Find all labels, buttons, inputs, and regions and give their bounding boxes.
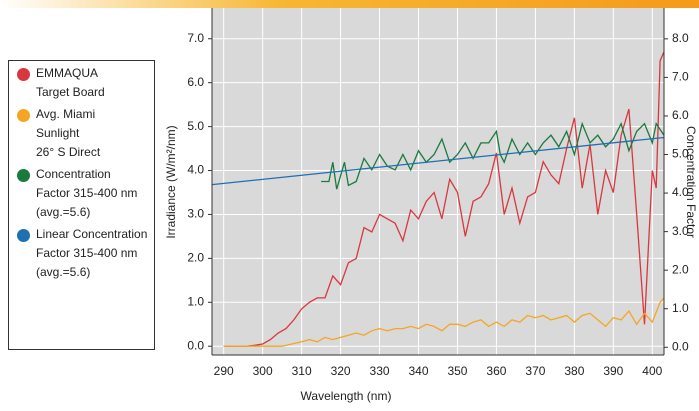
y2-tick-label: 3.0 bbox=[672, 224, 689, 238]
legend-swatch bbox=[17, 109, 30, 122]
x-tick-label: 350 bbox=[447, 364, 467, 378]
legend: EMMAQUA Target Board Avg. Miami Sunlight … bbox=[8, 60, 155, 350]
legend-entry: EMMAQUA Target Board bbox=[17, 66, 154, 102]
y2-tick-label: 4.0 bbox=[672, 185, 689, 199]
series-line bbox=[223, 297, 665, 347]
x-tick-label: 300 bbox=[253, 364, 273, 378]
y2-tick-label: 5.0 bbox=[672, 147, 689, 161]
legend-label: Linear Concentration Factor 315-400 nm (… bbox=[36, 227, 148, 279]
legend-label: Concentration Factor 315-400 nm (avg.=5.… bbox=[36, 167, 138, 219]
x-tick-label: 370 bbox=[525, 364, 545, 378]
series-line bbox=[223, 51, 665, 347]
x-tick-label: 360 bbox=[486, 364, 506, 378]
x-axis-label: Wavelength (nm) bbox=[301, 389, 392, 403]
x-tick-label: 400 bbox=[642, 364, 662, 378]
y2-tick-label: 7.0 bbox=[672, 70, 689, 84]
x-tick-label: 340 bbox=[409, 364, 429, 378]
legend-entry: Avg. Miami Sunlight 26° S Direct bbox=[17, 107, 154, 162]
y-tick-label: 5.0 bbox=[187, 119, 204, 133]
y-axis-label: Irradiance (W/m²/nm) bbox=[164, 125, 178, 238]
y2-tick-label: 8.0 bbox=[672, 31, 689, 45]
y-tick-label: 7.0 bbox=[187, 31, 204, 45]
top-bar bbox=[0, 0, 699, 8]
y2-tick-label: 1.0 bbox=[672, 301, 689, 315]
x-tick-label: 320 bbox=[331, 364, 351, 378]
y-tick-label: 3.0 bbox=[187, 207, 204, 221]
legend-swatch bbox=[17, 229, 30, 242]
y2-axis-label: Concentration Factor bbox=[684, 126, 698, 238]
y2-tick-label: 2.0 bbox=[672, 262, 689, 276]
legend-label: Avg. Miami Sunlight 26° S Direct bbox=[36, 107, 101, 159]
x-tick-label: 310 bbox=[292, 364, 312, 378]
x-tick-label: 290 bbox=[214, 364, 234, 378]
legend-entry: Linear Concentration Factor 315-400 nm (… bbox=[17, 227, 154, 282]
x-tick-label: 330 bbox=[370, 364, 390, 378]
y-tick-label: 1.0 bbox=[187, 294, 204, 308]
y2-tick-label: 6.0 bbox=[672, 108, 689, 122]
y2-tick-label: 0.0 bbox=[672, 339, 689, 353]
legend-swatch bbox=[17, 68, 30, 81]
y-tick-label: 0.0 bbox=[187, 338, 204, 352]
x-tick-label: 380 bbox=[564, 364, 584, 378]
y-tick-label: 2.0 bbox=[187, 251, 204, 265]
legend-label: EMMAQUA Target Board bbox=[36, 66, 105, 99]
legend-entry: Concentration Factor 315-400 nm (avg.=5.… bbox=[17, 167, 154, 222]
plot-area bbox=[212, 8, 664, 355]
y-tick-label: 4.0 bbox=[187, 163, 204, 177]
x-tick-label: 390 bbox=[603, 364, 623, 378]
legend-swatch bbox=[17, 169, 30, 182]
series-line bbox=[211, 136, 665, 186]
y-tick-label: 6.0 bbox=[187, 75, 204, 89]
